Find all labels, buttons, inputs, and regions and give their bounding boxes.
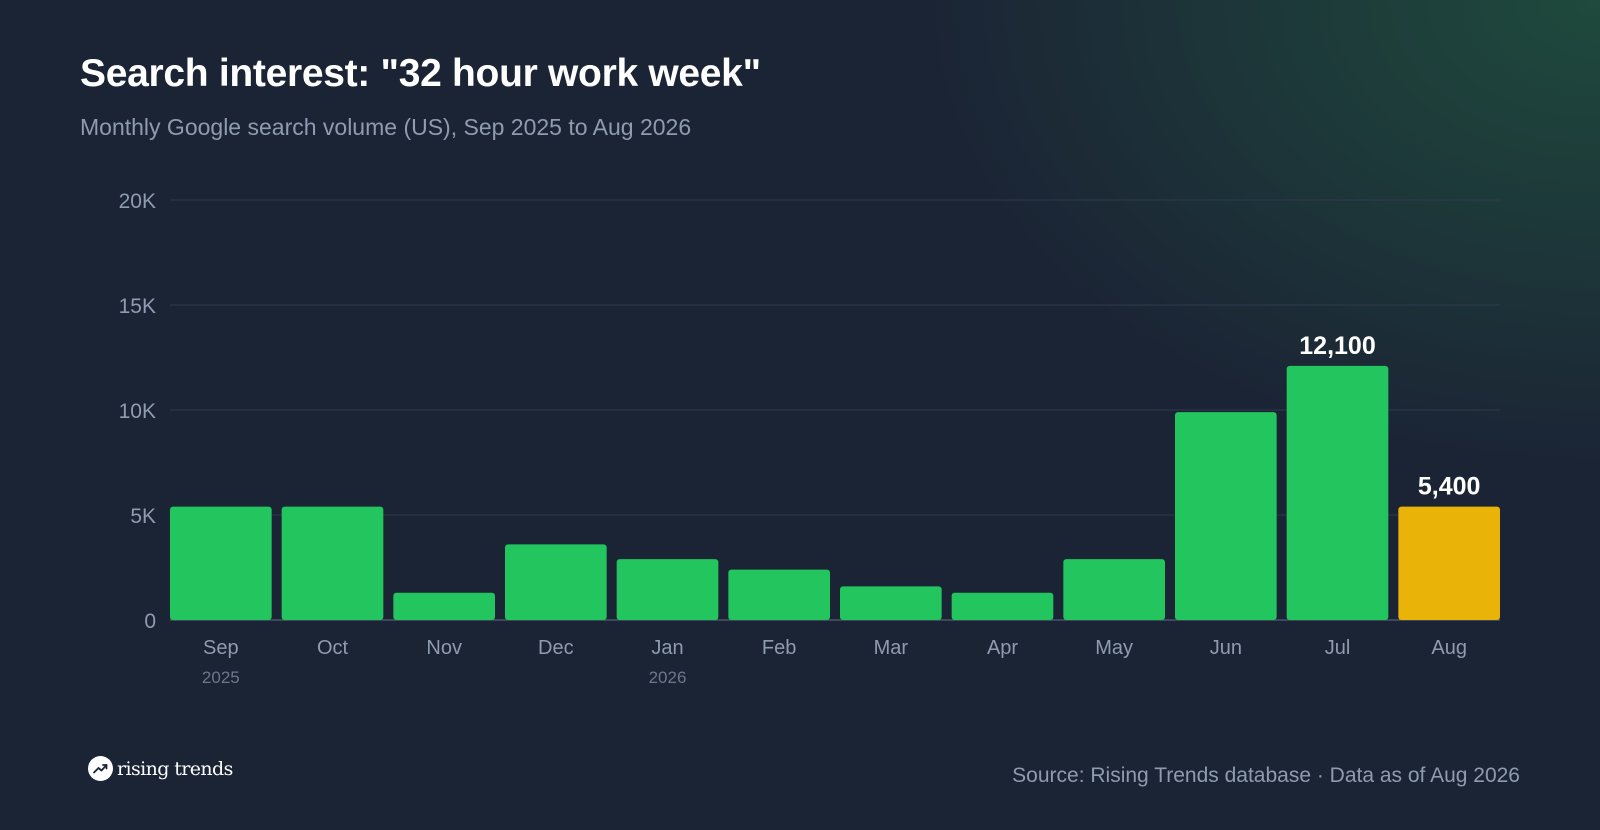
bar-jun [1175,412,1277,620]
x-tick-label: Feb [762,637,796,659]
x-tick-label: Mar [874,637,909,659]
data-label: 12,100 [1299,332,1375,360]
x-tick-label: Nov [426,637,462,659]
year-label: 2025 [202,668,240,687]
bar-chart: 0 5K 10K 15K 20K 12,100 5,400 Sep Oct Nov Dec Jan… [119,190,1500,687]
y-tick-label: 0 [144,610,156,633]
x-tick-label: May [1095,637,1133,659]
chart-subtitle: Monthly Google search volume (US), Sep 2… [80,114,692,140]
x-tick-label: Jan [651,637,683,659]
bar-jan [616,559,719,620]
bar-aug [1398,506,1500,620]
year-label: 2026 [649,668,687,687]
chart-title: Search interest: "32 hour work week" [80,52,761,95]
y-tick-label: 15K [119,295,156,318]
trend-up-icon [88,756,113,781]
x-axis-ticks: Sep Oct Nov Dec Jan Feb Mar Apr May Jun Jul Aug 2025… [202,637,1467,687]
y-tick-label: 20K [119,190,156,213]
bar-apr [951,592,1054,620]
y-tick-label: 10K [119,400,156,423]
x-tick-label: Oct [317,637,349,659]
x-tick-label: Jun [1210,637,1242,659]
data-labels: 12,100 5,400 [1299,332,1480,501]
x-tick-label: Apr [987,637,1018,659]
bars [170,365,1500,620]
x-tick-label: Jul [1325,637,1351,659]
bar-mar [840,586,942,620]
brand-name: rising trends [117,757,233,780]
x-tick-label: Dec [538,637,574,659]
bar-feb [728,569,830,620]
x-tick-label: Sep [203,637,239,659]
x-tick-label: Aug [1431,637,1467,659]
y-axis-ticks: 0 5K 10K 15K 20K [119,190,156,633]
bar-sep [170,506,272,620]
bar-dec [505,544,607,620]
gridlines [170,199,1500,621]
bar-oct [281,506,384,620]
bar-jul [1286,365,1389,620]
bar-may [1063,559,1165,620]
bar-nov [393,592,495,620]
source-note: Source: Rising Trends database · Data as… [1012,764,1520,787]
brand-logo: rising trends [88,756,233,781]
data-label: 5,400 [1418,473,1481,501]
y-tick-label: 5K [130,505,156,528]
